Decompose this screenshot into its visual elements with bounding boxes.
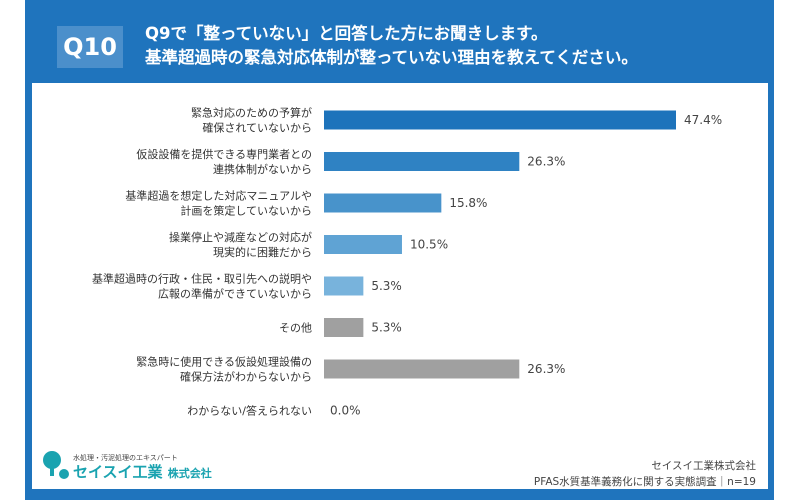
- source-note: セイスイ工業株式会社 PFAS水質基準義務化に関する実態調査｜n=19: [534, 458, 756, 490]
- bar: [324, 110, 676, 130]
- question-badge: Q10: [57, 26, 123, 68]
- category-label: 広報の準備ができていないから: [158, 287, 312, 301]
- category-label: その他: [279, 322, 312, 335]
- bar: [324, 276, 364, 296]
- bar: [324, 359, 520, 379]
- category-label: 計画を策定していないから: [180, 204, 312, 218]
- value-label: 15.8%: [449, 196, 487, 210]
- logo-icon: [43, 451, 69, 479]
- category-label: 操業停止や減産などの対応が: [169, 230, 312, 244]
- value-label: 47.4%: [684, 113, 722, 127]
- bar: [324, 235, 402, 254]
- category-label: 緊急時に使用できる仮設処理設備の: [136, 355, 312, 369]
- question-title: Q9で「整っていない」と回答した方にお聞きします。 基準超過時の緊急対応体制が整…: [145, 22, 638, 70]
- logo-suffix: 株式会社: [167, 467, 212, 480]
- logo-tagline: 水処理・汚泥処理のエキスパート: [73, 454, 178, 462]
- value-label: 26.3%: [527, 362, 565, 376]
- category-label: 仮設設備を提供できる専門業者との: [136, 147, 312, 161]
- source-survey: PFAS水質基準義務化に関する実態調査｜n=19: [533, 476, 756, 488]
- bar: [324, 152, 520, 171]
- value-label: 0.0%: [330, 404, 361, 418]
- category-label: わからない/答えられない: [187, 404, 312, 418]
- category-label: 確保されていないから: [202, 121, 312, 135]
- title-line-2: 基準超過時の緊急対応体制が整っていない理由を教えてください。: [145, 48, 638, 67]
- title-line-1: Q9で「整っていない」と回答した方にお聞きします。: [145, 24, 548, 43]
- value-label: 10.5%: [410, 238, 448, 252]
- value-label: 5.3%: [371, 279, 402, 293]
- logo-company: セイスイ工業: [73, 463, 163, 481]
- source-company: セイスイ工業株式会社: [651, 460, 756, 472]
- category-label: 基準超過時の行政・住民・取引先への説明や: [92, 272, 312, 286]
- category-label: 連携体制がないから: [213, 162, 312, 176]
- category-label: 基準超過を想定した対応マニュアルや: [125, 189, 312, 203]
- category-label: 現実的に困難だから: [213, 245, 312, 259]
- value-label: 5.3%: [371, 321, 402, 335]
- chart-panel: [32, 83, 768, 489]
- value-label: 26.3%: [527, 155, 565, 169]
- category-label: 緊急対応のための予算が: [191, 106, 312, 120]
- bar: [324, 193, 442, 213]
- bar: [324, 318, 364, 337]
- logo-name: セイスイ工業 株式会社: [73, 461, 212, 482]
- category-label: 確保方法がわからないから: [180, 370, 312, 384]
